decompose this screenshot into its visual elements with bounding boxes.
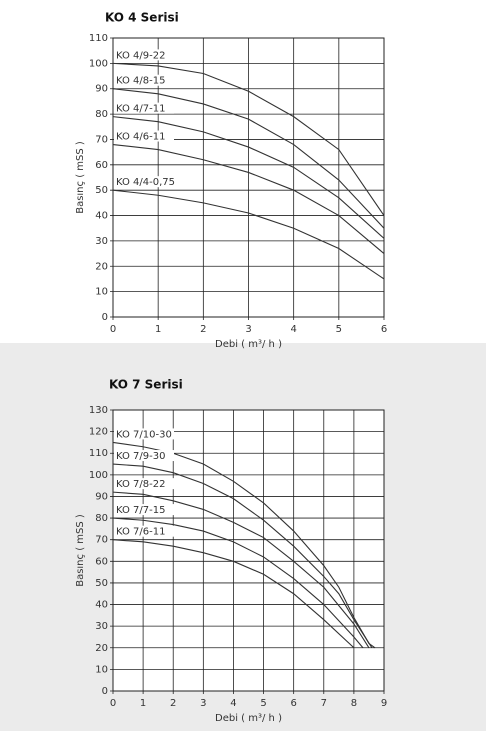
- series-label-bg: [114, 525, 174, 537]
- y-tick-label: 30: [95, 236, 108, 247]
- y-axis-label: Basınç ( mSS ): [75, 141, 86, 214]
- x-tick-label: 1: [155, 324, 161, 335]
- series-line: [112, 539, 355, 649]
- y-tick-label: 80: [95, 513, 108, 524]
- y-tick-label: 0: [102, 686, 108, 697]
- x-tick-label: 0: [110, 324, 116, 335]
- x-axis-label: Debi ( m³/ h ): [215, 713, 282, 724]
- y-tick-label: 80: [95, 109, 108, 120]
- y-tick-label: 70: [95, 535, 108, 546]
- series-label-bg: [114, 450, 174, 462]
- y-tick-label: 40: [95, 600, 108, 611]
- y-axis-label: Basınç ( mSS ): [75, 514, 86, 587]
- y-tick-label: 90: [95, 84, 108, 95]
- y-tick-label: 50: [95, 578, 108, 589]
- y-tick-label: 0: [102, 312, 108, 323]
- series-line: [112, 517, 364, 649]
- x-tick-label: 6: [290, 698, 296, 709]
- y-tick-label: 10: [95, 664, 108, 675]
- y-tick-label: 50: [95, 185, 108, 196]
- y-tick-label: 110: [89, 448, 108, 459]
- y-tick-label: 130: [89, 405, 108, 416]
- x-tick-label: 0: [110, 698, 116, 709]
- x-tick-label: 5: [260, 698, 266, 709]
- series-line: [112, 463, 373, 649]
- y-tick-label: 120: [89, 427, 108, 438]
- x-tick-label: 5: [336, 324, 342, 335]
- chart-title: KO 4 Serisi: [105, 11, 179, 25]
- series-label-bg: [114, 49, 174, 61]
- x-tick-label: 3: [245, 324, 251, 335]
- series-label: KO 7/10-30: [116, 429, 172, 440]
- y-tick-label: 70: [95, 134, 108, 145]
- y-tick-label: 20: [95, 643, 108, 654]
- y-tick-label: 40: [95, 211, 108, 222]
- x-tick-label: 2: [200, 324, 206, 335]
- series-label: KO 4/4-0,75: [116, 177, 175, 188]
- series-label-bg: [114, 130, 174, 142]
- x-tick-label: 9: [381, 698, 387, 709]
- y-tick-label: 90: [95, 491, 108, 502]
- series-line: [112, 116, 385, 239]
- x-tick-label: 6: [381, 324, 387, 335]
- x-tick-label: 1: [140, 698, 146, 709]
- y-tick-label: 20: [95, 261, 108, 272]
- chart-title: KO 7 Serisi: [109, 378, 183, 392]
- series-line: [112, 143, 385, 255]
- series-label: KO 4/6-11: [116, 132, 166, 143]
- x-tick-label: 7: [321, 698, 327, 709]
- series-line: [112, 491, 370, 649]
- series-line: [112, 189, 385, 280]
- series-label-bg: [114, 74, 174, 86]
- series-label: KO 4/8-15: [116, 76, 166, 87]
- x-axis-label: Debi ( m³/ h ): [215, 339, 282, 350]
- series-label: KO 4/9-22: [116, 50, 166, 61]
- y-tick-label: 30: [95, 621, 108, 632]
- series-label-bg: [114, 176, 174, 188]
- series-label: KO 7/8-22: [116, 479, 166, 490]
- series-line: [112, 62, 385, 216]
- series-label-bg: [114, 504, 174, 516]
- series-label: KO 4/7-11: [116, 104, 166, 115]
- series-label: KO 7/9-30: [116, 451, 166, 462]
- y-tick-label: 60: [95, 556, 108, 567]
- x-tick-label: 8: [351, 698, 357, 709]
- y-tick-label: 60: [95, 160, 108, 171]
- y-tick-label: 100: [89, 58, 108, 69]
- series-label-bg: [114, 478, 174, 490]
- x-tick-label: 4: [290, 324, 296, 335]
- y-tick-label: 100: [89, 470, 108, 481]
- series-label: KO 7/6-11: [116, 527, 166, 538]
- y-tick-label: 110: [89, 33, 108, 44]
- x-tick-label: 2: [170, 698, 176, 709]
- x-tick-label: 3: [200, 698, 206, 709]
- series-label-bg: [114, 102, 174, 114]
- y-tick-label: 10: [95, 287, 108, 298]
- series-label-bg: [114, 428, 174, 440]
- x-tick-label: 4: [230, 698, 236, 709]
- series-label: KO 7/7-15: [116, 505, 166, 516]
- series-line: [112, 88, 385, 229]
